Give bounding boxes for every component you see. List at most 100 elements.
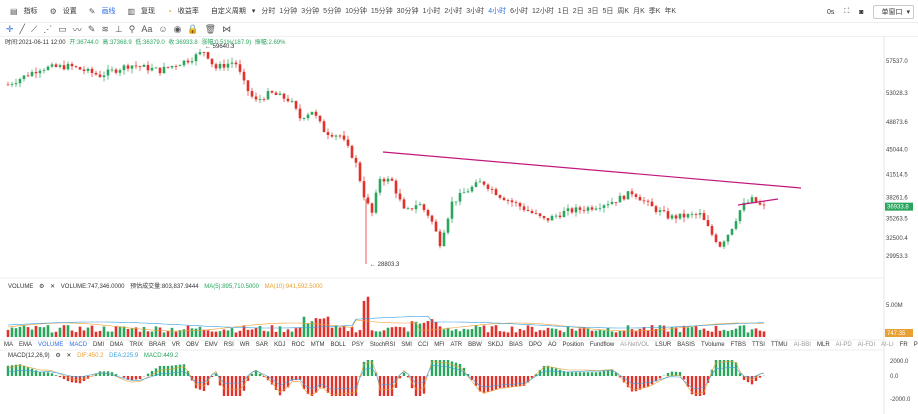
period-2[interactable]: 3分钟 (301, 8, 320, 15)
period-5[interactable]: 15分钟 (370, 8, 393, 15)
macd-histogram-bar (522, 376, 526, 386)
indicator-tab-23[interactable]: ATR (450, 342, 463, 348)
period-16[interactable]: 5日 (602, 8, 614, 15)
indicator-tab-2[interactable]: VOLUME (38, 342, 64, 348)
settings-button[interactable]: ⚙ 设置 (44, 6, 79, 16)
period-1[interactable]: 1分钟 (279, 8, 298, 15)
indicator-tab-24[interactable]: BBW (468, 342, 482, 348)
indicator-tab-34[interactable]: TVolume (700, 342, 725, 348)
indicators-button[interactable]: ▤ 指标 (4, 6, 40, 16)
ray-icon[interactable]: ⟋ (30, 23, 38, 34)
period-7[interactable]: 1小时 (422, 8, 441, 15)
macd-settings-icon[interactable]: ⚙ (55, 353, 61, 359)
pin-icon[interactable]: ⚲ (128, 23, 136, 34)
indicator-tab-27[interactable]: DPO (528, 342, 542, 348)
indicator-tab-7[interactable]: BRAR (149, 342, 166, 348)
period-12[interactable]: 12小时 (532, 8, 554, 15)
period-15[interactable]: 3日 (587, 8, 599, 15)
trash-icon[interactable]: 🗑 (204, 23, 217, 34)
indicator-tab-16[interactable]: MTM (310, 342, 325, 348)
period-18[interactable]: 月K (633, 8, 645, 15)
indicator-tab-44[interactable]: PFR (913, 342, 918, 348)
period-9[interactable]: 3小时 (466, 8, 485, 15)
indicator-tab-43[interactable]: FR (899, 342, 908, 348)
indicator-tab-32[interactable]: LSUR (655, 342, 672, 348)
indicator-tab-29[interactable]: Position (562, 342, 584, 348)
period-10[interactable]: 4小时 (488, 8, 507, 15)
indicator-tab-42[interactable]: AI-LI (881, 342, 894, 348)
indicator-tab-19[interactable]: StochRSI (369, 342, 396, 348)
replay-button[interactable]: ▥ 复现 (121, 6, 157, 16)
indicator-tab-41[interactable]: AI-FDI (857, 342, 876, 348)
trend-line-support[interactable] (737, 198, 779, 206)
period-0[interactable]: 分时 (261, 8, 276, 15)
line-icon[interactable]: ╱ (19, 23, 25, 34)
eye-icon[interactable]: ◉ (173, 23, 182, 34)
path-icon[interactable]: 〰 (72, 24, 82, 35)
indicator-tab-21[interactable]: CCI (417, 342, 429, 348)
indicator-tab-26[interactable]: BIAS (509, 342, 523, 348)
volume-bar (70, 330, 74, 337)
yield-button[interactable]: ◔ 收益率 (161, 6, 201, 16)
indicator-tab-10[interactable]: EMV (204, 342, 218, 348)
volume-bar (6, 329, 10, 337)
indicator-tab-30[interactable]: Fundflow (589, 342, 615, 348)
indicator-tab-35[interactable]: FTBS (730, 342, 746, 348)
fib-icon[interactable]: ≋ (101, 23, 109, 34)
indicator-tab-5[interactable]: DMA (110, 342, 124, 348)
custom-period-dropdown[interactable]: 自定义周期 ▾ (205, 6, 258, 16)
measure-icon[interactable]: ⊥ (114, 23, 123, 34)
period-4[interactable]: 10分钟 (345, 8, 367, 15)
trend-line-resistance[interactable] (382, 151, 802, 189)
period-11[interactable]: 6小时 (510, 8, 528, 15)
indicator-tab-22[interactable]: MFI (434, 342, 445, 348)
crosshair-icon[interactable]: ✛ (6, 23, 14, 34)
volume-close-icon[interactable]: ✕ (50, 284, 56, 290)
indicator-tab-33[interactable]: BASIS (677, 342, 695, 348)
period-20[interactable]: 年K (664, 8, 677, 15)
lock-icon[interactable]: 🔒 (187, 23, 199, 34)
indicator-tab-11[interactable]: RSI (223, 342, 234, 348)
indicator-tab-31[interactable]: AI-NetVOL (620, 342, 650, 348)
indicator-tab-37[interactable]: TTMU (770, 342, 788, 348)
period-8[interactable]: 2小时 (444, 8, 463, 15)
indicator-tab-28[interactable]: AO (547, 342, 557, 348)
text-tool-icon[interactable]: Aa (141, 24, 153, 34)
indicator-tab-9[interactable]: OBV (186, 342, 199, 348)
volume-settings-icon[interactable]: ⚙ (39, 284, 45, 290)
window-mode-select[interactable]: 单窗口 ▾ (873, 5, 914, 19)
magnet-icon[interactable]: ⋈ (222, 23, 232, 34)
indicator-tab-13[interactable]: SAR (255, 342, 269, 348)
indicator-tab-12[interactable]: WR (239, 342, 250, 348)
indicator-tab-38[interactable]: AI-BBI (793, 342, 811, 348)
period-17[interactable]: 周K (617, 8, 630, 15)
indicator-tab-15[interactable]: ROC (291, 342, 305, 348)
indicator-tab-1[interactable]: EMA (19, 342, 33, 348)
period-3[interactable]: 5分钟 (323, 8, 342, 15)
period-13[interactable]: 1日 (557, 8, 569, 15)
brush-icon[interactable]: ✎ (87, 23, 96, 34)
indicator-tab-25[interactable]: SKDJ (487, 342, 504, 348)
indicator-tab-36[interactable]: TTSI (751, 342, 765, 348)
rect-icon[interactable]: ▭ (58, 23, 67, 34)
indicator-tab-4[interactable]: DMI (93, 342, 105, 348)
indicator-tab-6[interactable]: TRIX (129, 342, 144, 348)
indicator-tab-40[interactable]: AI-PD (835, 342, 852, 348)
indicator-tab-8[interactable]: VR (171, 342, 181, 348)
indicator-tab-3[interactable]: MACD (69, 342, 88, 348)
indicator-tab-0[interactable]: MA (4, 342, 13, 348)
draw-button[interactable]: ✎ 画线 (83, 6, 118, 16)
camera-icon[interactable]: ◙ (859, 8, 864, 16)
period-19[interactable]: 季K (648, 8, 661, 15)
macd-close-icon[interactable]: ✕ (66, 353, 72, 359)
indicator-tab-20[interactable]: SMI (401, 342, 412, 348)
indicator-tab-14[interactable]: KDJ (274, 342, 286, 348)
emoji-icon[interactable]: ☺ (158, 24, 168, 34)
indicator-tab-39[interactable]: MLR (816, 342, 830, 348)
indicator-tab-18[interactable]: PSY (351, 342, 364, 348)
period-6[interactable]: 30分钟 (396, 8, 419, 15)
trend-icon[interactable]: ⋰ (43, 23, 53, 34)
indicator-tab-17[interactable]: BOLL (330, 342, 346, 348)
period-14[interactable]: 2日 (572, 8, 584, 15)
fullscreen-icon[interactable]: ⛶ (844, 8, 850, 15)
